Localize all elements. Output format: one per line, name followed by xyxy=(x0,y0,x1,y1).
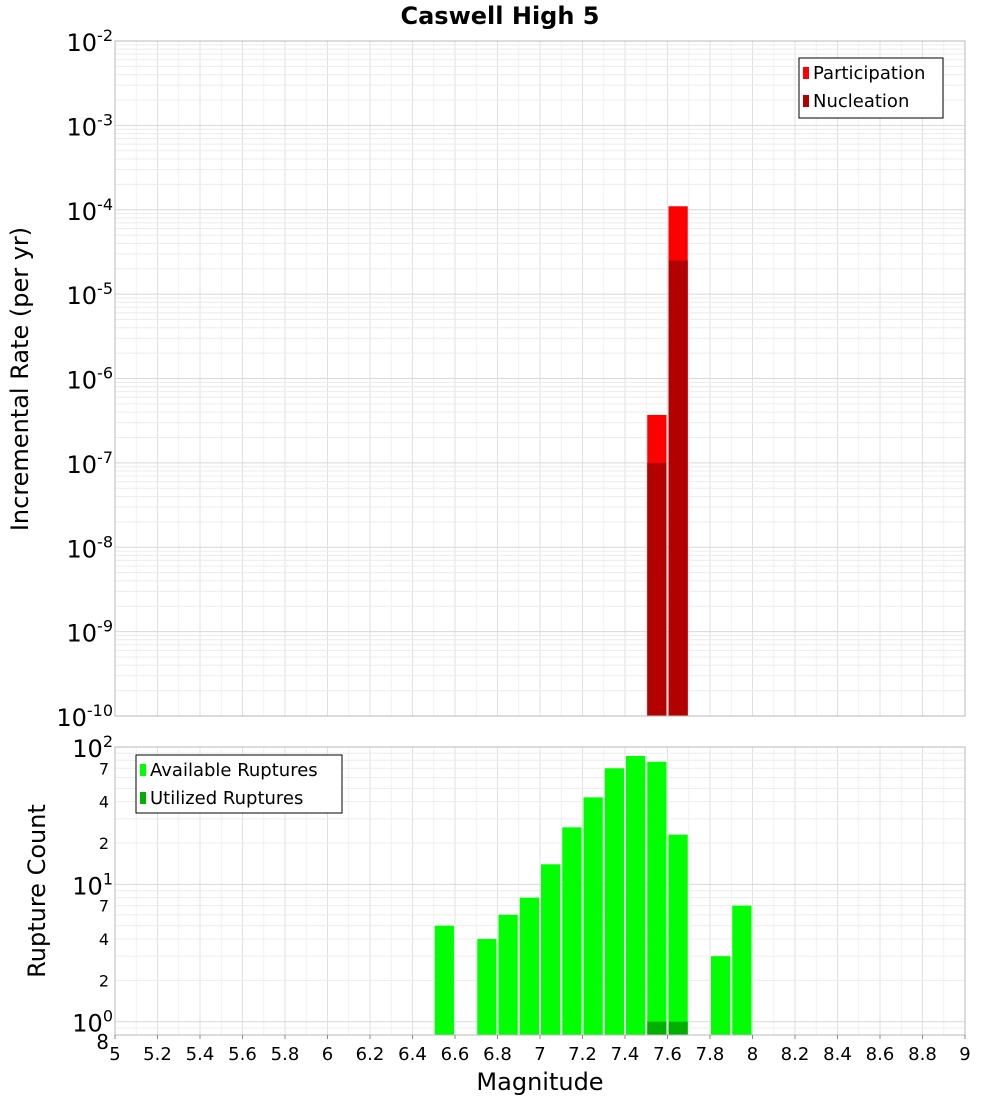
top-ytick-label: 10-4 xyxy=(67,195,114,226)
bottom-ytick-major-label: 102 xyxy=(72,732,113,763)
top-plot-frame xyxy=(114,40,966,717)
top-panel: 10-10 10-9 10-8 10-7 10-6 10-5 10-4 10-3 10-2 Cas… xyxy=(6,2,966,732)
bar-available-ruptures-7.15 xyxy=(562,827,582,1035)
chart-title: Caswell High 5 xyxy=(401,2,600,30)
top-ytick-label: 10-6 xyxy=(67,364,114,395)
bar-available-ruptures-7.95 xyxy=(732,905,752,1035)
x-tick-label: 6.4 xyxy=(398,1044,427,1065)
top-ytick-label: 10-2 xyxy=(67,26,114,57)
legend-swatch-participation xyxy=(803,67,809,79)
x-tick-label: 5.4 xyxy=(186,1044,215,1065)
legend-swatch-utilized-ruptures xyxy=(140,792,146,804)
x-tick-label: 6 xyxy=(322,1044,333,1065)
x-tick-label: 8.6 xyxy=(866,1044,895,1065)
bottom-ytick-major-label: 101 xyxy=(72,869,113,900)
top-ytick-label: 10-10 xyxy=(56,701,113,732)
bottom-ytick-minor-label: 4 xyxy=(99,793,109,812)
x-tick-label: 7 xyxy=(534,1044,545,1065)
legend-swatch-available-ruptures xyxy=(140,764,146,776)
top-legend: Participation Nucleation xyxy=(798,57,944,119)
legend-swatch-nucleation xyxy=(803,95,809,107)
bar-available-ruptures-7.45 xyxy=(626,755,646,1035)
top-ytick-label: 10-9 xyxy=(67,617,114,648)
bar-available-ruptures-6.55 xyxy=(434,925,454,1035)
bottom-ytick-minor-label: 2 xyxy=(99,834,109,853)
bottom-legend: Available Ruptures Utilized Ruptures xyxy=(135,754,343,814)
bottom-legend-box xyxy=(135,754,343,814)
legend-label-participation: Participation xyxy=(813,63,925,84)
x-tick-label: 5 xyxy=(109,1044,120,1065)
top-legend-box xyxy=(798,57,944,119)
bar-available-ruptures-7.35 xyxy=(604,768,624,1035)
x-tick-label: 5.2 xyxy=(143,1044,172,1065)
top-ytick-label: 10-7 xyxy=(67,448,114,479)
x-tick-label: 8 xyxy=(747,1044,758,1065)
legend-label-available-ruptures: Available Ruptures xyxy=(150,760,318,781)
x-tick-label: 8.8 xyxy=(908,1044,937,1065)
bar-utilized-ruptures-7.65 xyxy=(668,1021,688,1035)
bottom-y-axis-label: Rupture Count xyxy=(23,804,51,978)
legend-label-nucleation: Nucleation xyxy=(813,91,909,112)
top-ytick-label: 10-3 xyxy=(67,110,114,141)
bar-nucleation-7.65 xyxy=(668,260,688,716)
bottom-ytick-minor-label: 7 xyxy=(99,759,109,778)
x-tick-label: 6.2 xyxy=(356,1044,385,1065)
bottom-ytick-minor-label: 8 xyxy=(96,1030,109,1054)
x-tick-label: 7.8 xyxy=(696,1044,725,1065)
bar-nucleation-7.55 xyxy=(647,462,667,716)
bar-utilized-ruptures-7.55 xyxy=(647,1021,667,1035)
x-tick-label: 5.6 xyxy=(228,1044,257,1065)
bar-available-ruptures-7.25 xyxy=(583,797,603,1035)
top-y-axis-label: Incremental Rate (per yr) xyxy=(6,227,34,531)
x-tick-label: 7.6 xyxy=(653,1044,682,1065)
bar-available-ruptures-6.95 xyxy=(519,897,539,1035)
x-tick-label: 7.4 xyxy=(611,1044,640,1065)
bottom-panel: 100 101 102 8 2 4 7 2 4 7 5 5.2 5.4 5.6 5.8 6 6.2 6.4 6.6 6… xyxy=(23,732,971,1096)
x-tick-label: 5.8 xyxy=(271,1044,300,1065)
x-tick-label: 8.2 xyxy=(781,1044,810,1065)
x-tick-label: 6.6 xyxy=(441,1044,470,1065)
bottom-ytick-major-label: 100 xyxy=(72,1007,113,1038)
bar-available-ruptures-7.55 xyxy=(647,761,667,1035)
bar-available-ruptures-6.85 xyxy=(498,914,518,1035)
bar-available-ruptures-7.85 xyxy=(711,956,731,1035)
top-ytick-label: 10-5 xyxy=(67,279,114,310)
bar-available-ruptures-7.05 xyxy=(541,864,561,1035)
bar-available-ruptures-7.65 xyxy=(668,834,688,1035)
x-axis-label: Magnitude xyxy=(476,1068,603,1096)
bottom-ytick-minor-label: 7 xyxy=(99,897,109,916)
bar-available-ruptures-6.75 xyxy=(477,939,497,1035)
top-ytick-label: 10-8 xyxy=(67,532,114,563)
bottom-ytick-minor-label: 2 xyxy=(99,971,109,990)
x-tick-label: 6.8 xyxy=(483,1044,512,1065)
x-tick-label: 7.2 xyxy=(568,1044,597,1065)
x-tick-label: 8.4 xyxy=(823,1044,852,1065)
bottom-ytick-minor-label: 4 xyxy=(99,930,109,949)
x-tick-label: 9 xyxy=(959,1044,970,1065)
legend-label-utilized-ruptures: Utilized Ruptures xyxy=(150,788,303,809)
